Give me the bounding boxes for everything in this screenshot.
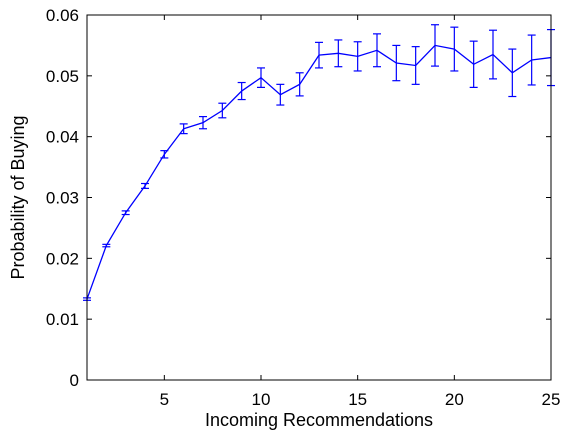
error-bar — [257, 67, 265, 88]
error-bar — [334, 39, 343, 68]
error-bar — [179, 123, 188, 135]
plot-frame — [86, 14, 552, 381]
error-bar — [392, 44, 401, 82]
y-tick-label: 0.03 — [46, 189, 79, 208]
x-tick-label: 5 — [160, 390, 169, 409]
error-bar — [141, 182, 149, 189]
error-bar — [450, 26, 459, 72]
error-bar — [431, 24, 439, 67]
error-bar — [102, 243, 111, 248]
error-bar — [373, 33, 381, 68]
error-bar — [160, 150, 169, 159]
x-tick-label: 10 — [252, 390, 271, 409]
y-tick-label: 0.04 — [46, 128, 79, 147]
y-tick-label: 0.01 — [46, 310, 79, 329]
y-tick-label: 0.05 — [46, 67, 79, 86]
x-tick-label: 25 — [542, 390, 561, 409]
x-tick-label: 15 — [348, 390, 367, 409]
y-tick-label: 0.02 — [46, 249, 79, 268]
axis-ticks: 5 10 15 20 25 0 0.01 0.02 0.03 0.04 0.05 0.06 — [46, 6, 561, 409]
error-bar — [315, 41, 323, 69]
error-bar — [527, 34, 536, 86]
x-tick-label: 20 — [445, 390, 464, 409]
y-tick-label: 0 — [70, 371, 79, 390]
error-bar — [199, 115, 207, 130]
error-bar — [353, 41, 362, 72]
error-bar — [218, 102, 227, 119]
error-bar — [295, 72, 304, 97]
y-axis-label: Probability of Buying — [8, 115, 28, 279]
x-axis-label: Incoming Recommendations — [205, 410, 433, 430]
series-line — [86, 44, 552, 300]
error-bar — [489, 29, 497, 80]
error-bar — [411, 46, 420, 85]
y-tick-label: 0.06 — [46, 6, 79, 25]
plot-data-layer — [83, 24, 555, 301]
error-bar — [508, 48, 517, 98]
error-bar — [276, 83, 285, 106]
error-bar — [121, 210, 130, 216]
error-bar — [469, 40, 478, 88]
error-bar — [237, 81, 246, 101]
